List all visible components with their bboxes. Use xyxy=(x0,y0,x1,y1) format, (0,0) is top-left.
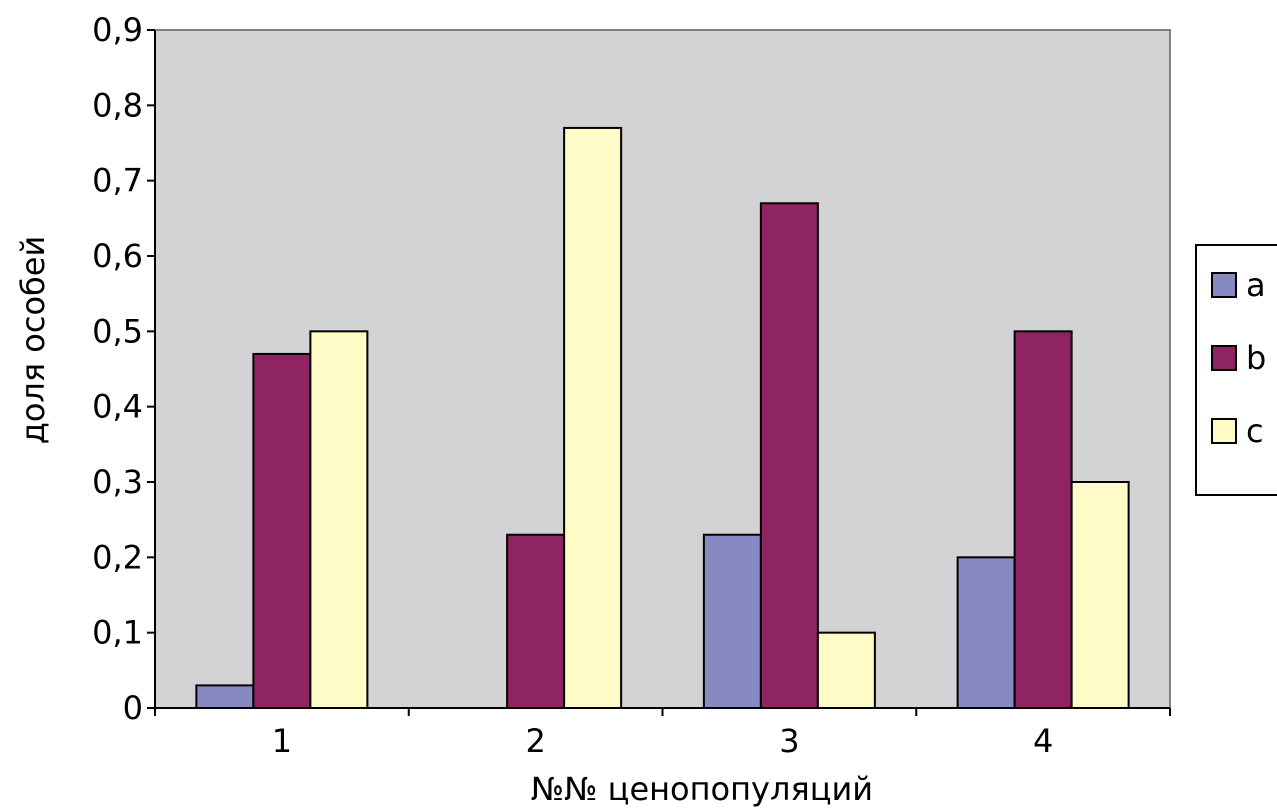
legend-label-b: b xyxy=(1246,339,1266,377)
y-tick-label: 0,4 xyxy=(92,388,143,426)
y-tick-label: 0,5 xyxy=(92,312,143,350)
legend-swatch-a xyxy=(1211,272,1237,298)
x-tick-label: 2 xyxy=(525,722,545,760)
bar-b xyxy=(1013,330,1073,709)
x-tick-label: 1 xyxy=(272,722,292,760)
bar-c xyxy=(1070,481,1130,709)
legend-label-a: a xyxy=(1246,266,1266,304)
y-tick-label: 0,9 xyxy=(92,11,143,49)
y-tick-label: 0 xyxy=(123,689,143,727)
bar-b xyxy=(252,352,312,709)
x-tick-label: 3 xyxy=(779,722,799,760)
legend-swatch-b xyxy=(1211,345,1237,371)
x-tick-label: 4 xyxy=(1033,722,1053,760)
x-axis-title: №№ ценопопуляций xyxy=(531,770,873,808)
y-tick-label: 0,8 xyxy=(92,86,143,124)
x-ticks-group: 1 2 3 4 xyxy=(154,708,1171,760)
bar-a xyxy=(956,556,1016,709)
bar-b xyxy=(506,533,566,709)
legend-label-c: c xyxy=(1246,412,1264,450)
bars-group xyxy=(195,126,1130,710)
y-tick-label: 0,2 xyxy=(92,538,143,576)
bar-c xyxy=(563,126,623,709)
bar-b xyxy=(759,202,819,709)
y-tick-label: 0,7 xyxy=(92,162,143,200)
bar-a xyxy=(195,684,255,710)
legend-swatch-c xyxy=(1211,418,1237,444)
y-ticks-group: 0 0,1 0,2 0,3 0,4 0,5 0,6 0,7 0,8 0,9 xyxy=(92,11,155,727)
y-tick-label: 0,6 xyxy=(92,237,143,275)
bar-c xyxy=(816,631,876,710)
y-tick-label: 0,3 xyxy=(92,463,143,501)
y-axis-title: доля особей xyxy=(14,236,52,445)
bar-a xyxy=(702,533,762,709)
legend: abc xyxy=(1195,244,1277,496)
bar-c xyxy=(309,330,369,709)
y-tick-label: 0,1 xyxy=(92,614,143,652)
